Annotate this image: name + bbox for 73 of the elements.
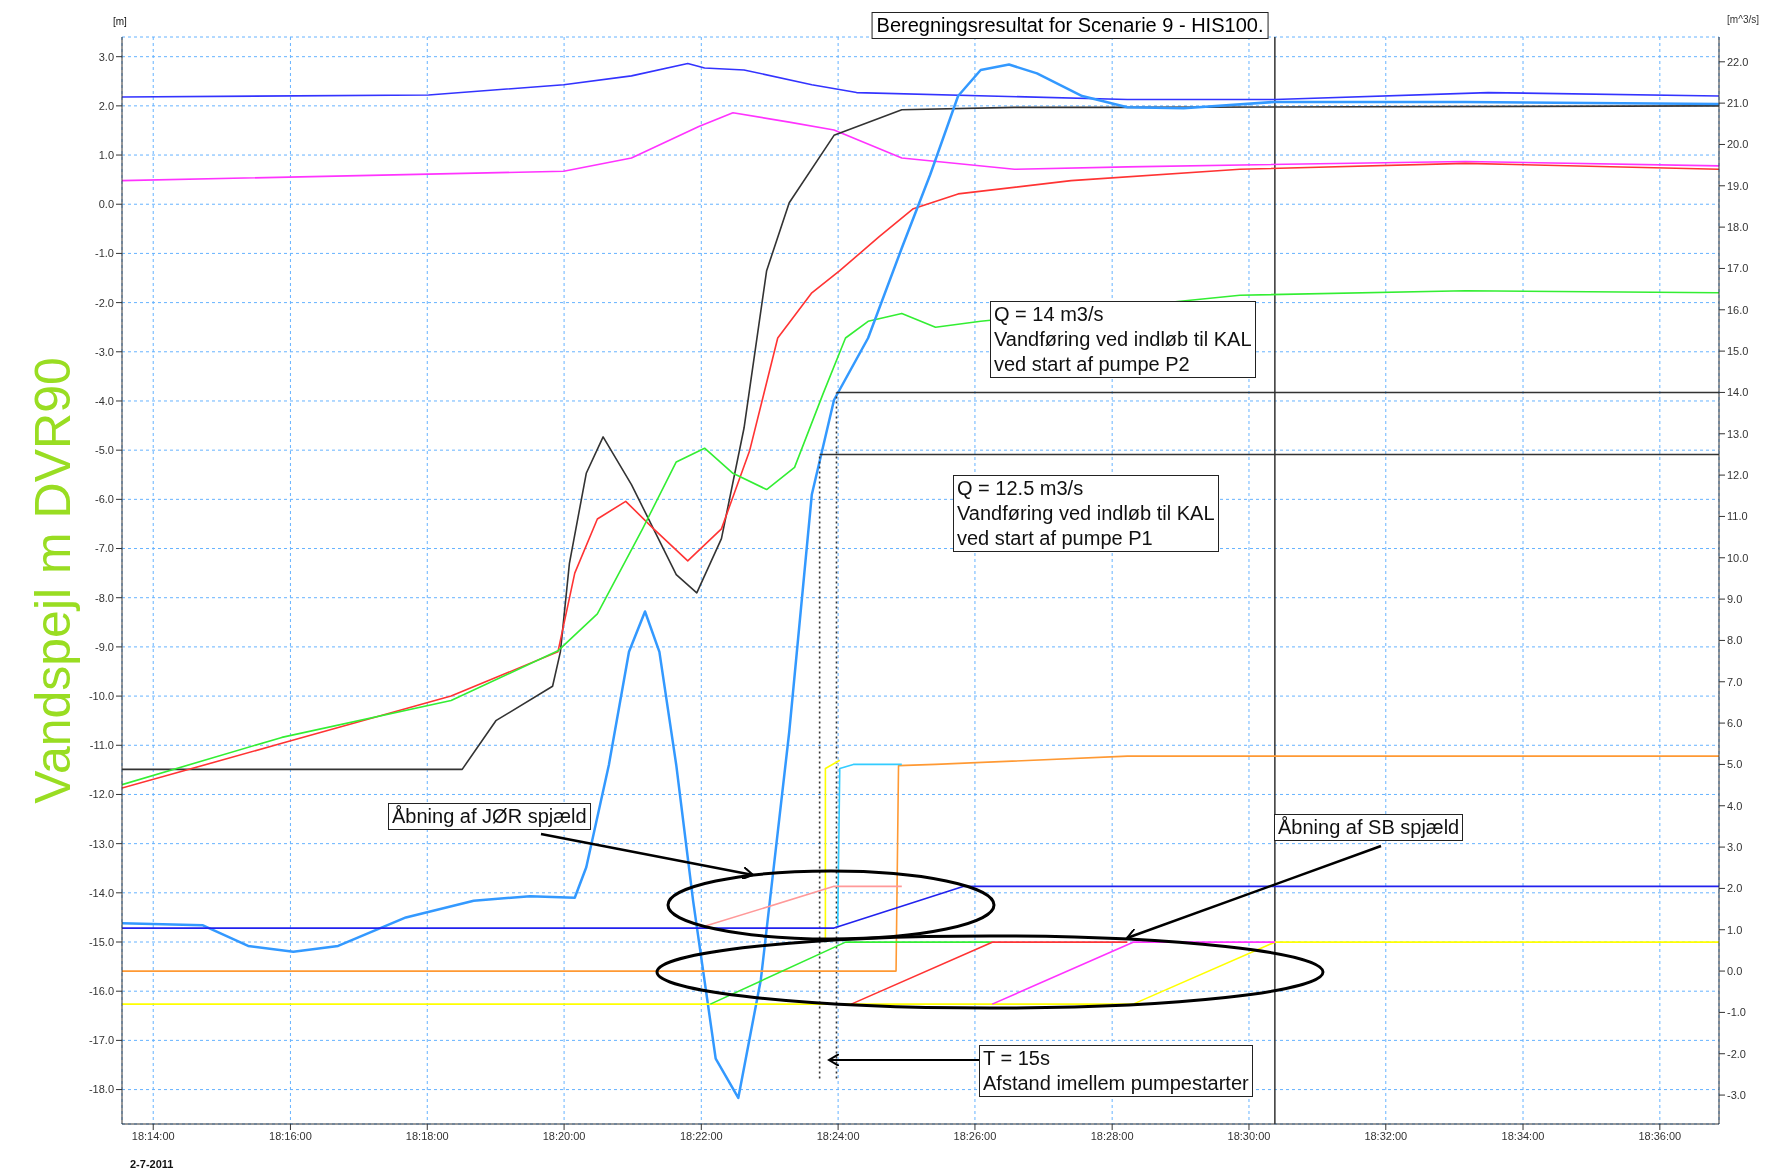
annotation: Åbning af JØR spjæld	[388, 803, 591, 830]
y2-tick-label: 4.0	[1727, 799, 1743, 812]
x-tick-label: 18:24:00	[816, 1129, 860, 1142]
y2-tick-label: 22.0	[1727, 55, 1749, 68]
x-tick-label: 18:28:00	[1090, 1129, 1134, 1142]
x-tick-label: 18:22:00	[679, 1129, 723, 1142]
y-tick-label: -1.0	[95, 247, 114, 260]
y-tick-label: -15.0	[88, 935, 114, 948]
y2-tick-label: 11.0	[1727, 510, 1748, 523]
y2-tick-label: 3.0	[1727, 840, 1743, 853]
y2-tick-label: 15.0	[1727, 345, 1749, 358]
line-series	[122, 111, 1719, 182]
y2-tick-label: 10.0	[1727, 551, 1749, 564]
x-tick-label: 18:14:00	[131, 1129, 175, 1142]
y-tick-label: 3.0	[98, 50, 114, 63]
annotation: T = 15s Afstand imellem pumpestarter	[979, 1045, 1253, 1097]
x-tick-label: 18:30:00	[1227, 1129, 1271, 1142]
x-tick-label: 18:36:00	[1638, 1129, 1682, 1142]
y2-tick-label: -2.0	[1727, 1047, 1746, 1060]
y2-tick-label: 20.0	[1727, 138, 1749, 151]
x-tick-label: 18:32:00	[1364, 1129, 1408, 1142]
annotation: Q = 12.5 m3/s Vandføring ved indløb til KAL ved start af pumpe P1	[953, 475, 1219, 552]
y-tick-label: -4.0	[95, 394, 114, 407]
y2-tick-label: 6.0	[1727, 717, 1743, 729]
y2-tick-label: 1.0	[1727, 923, 1743, 936]
y2-tick-label: 21.0	[1727, 97, 1749, 110]
y2-tick-label: 9.0	[1727, 593, 1743, 605]
y-tick-label: -12.0	[88, 788, 114, 801]
chart-title: Beregningsresultat for Scenarie 9 - HIS100.	[871, 12, 1269, 39]
y-tick-label: -2.0	[95, 296, 114, 309]
x-tick-label: 18:26:00	[953, 1129, 997, 1142]
y-tick-label: 2.0	[98, 99, 114, 112]
y2-tick-label: 12.0	[1727, 469, 1749, 482]
y2-tick-label: 14.0	[1727, 386, 1749, 399]
x-tick-label: 18:18:00	[405, 1129, 449, 1142]
y-tick-label: -18.0	[88, 1083, 114, 1096]
x-tick-label: 18:20:00	[542, 1129, 586, 1142]
y2-tick-label: 5.0	[1727, 758, 1743, 771]
y-axis-title: Vandspejl m DVR90	[24, 357, 81, 804]
y-tick-label: -6.0	[95, 493, 114, 506]
y2-tick-label: 0.0	[1727, 964, 1743, 977]
y2-tick-label: -1.0	[1727, 1006, 1746, 1019]
y-tick-label: 1.0	[98, 148, 114, 161]
y2-tick-label: 19.0	[1727, 179, 1749, 192]
y-tick-label: -8.0	[95, 591, 114, 604]
annotation: Q = 14 m3/s Vandføring ved indløb til KAL ved start af pumpe P2	[990, 301, 1256, 378]
x-tick-label: 18:34:00	[1501, 1129, 1545, 1142]
line-series	[122, 755, 1719, 972]
text: [m]	[113, 16, 127, 29]
x-tick-label: 18:16:00	[269, 1129, 312, 1142]
y-tick-label: -7.0	[95, 542, 114, 555]
y-tick-label: 0.0	[98, 198, 114, 211]
y-tick-label: -14.0	[88, 886, 114, 899]
y2-tick-label: 8.0	[1727, 634, 1743, 647]
y2-tick-label: -3.0	[1727, 1088, 1746, 1101]
annotation: Åbning af SB spjæld	[1274, 814, 1464, 841]
y-tick-label: -13.0	[88, 837, 114, 850]
y2-tick-label: 16.0	[1727, 303, 1749, 316]
y-tick-label: -17.0	[88, 1034, 114, 1047]
y-tick-label: -5.0	[95, 444, 114, 457]
y-tick-label: -9.0	[95, 640, 114, 653]
line-series	[122, 62, 1719, 101]
y-tick-label: -16.0	[88, 985, 114, 998]
y2-tick-label: 13.0	[1727, 427, 1749, 440]
y2-axis-title: [m^3/s]	[1727, 14, 1759, 25]
y2-tick-label: 7.0	[1727, 675, 1743, 688]
y2-tick-label: 2.0	[1727, 882, 1743, 895]
y-tick-label: -3.0	[95, 345, 114, 358]
text: 2-7-2011	[130, 1158, 174, 1171]
y2-tick-label: 17.0	[1727, 262, 1749, 275]
y-tick-label: -11.0	[89, 739, 114, 752]
y-tick-label: -10.0	[88, 689, 114, 702]
y2-tick-label: 18.0	[1727, 221, 1749, 234]
